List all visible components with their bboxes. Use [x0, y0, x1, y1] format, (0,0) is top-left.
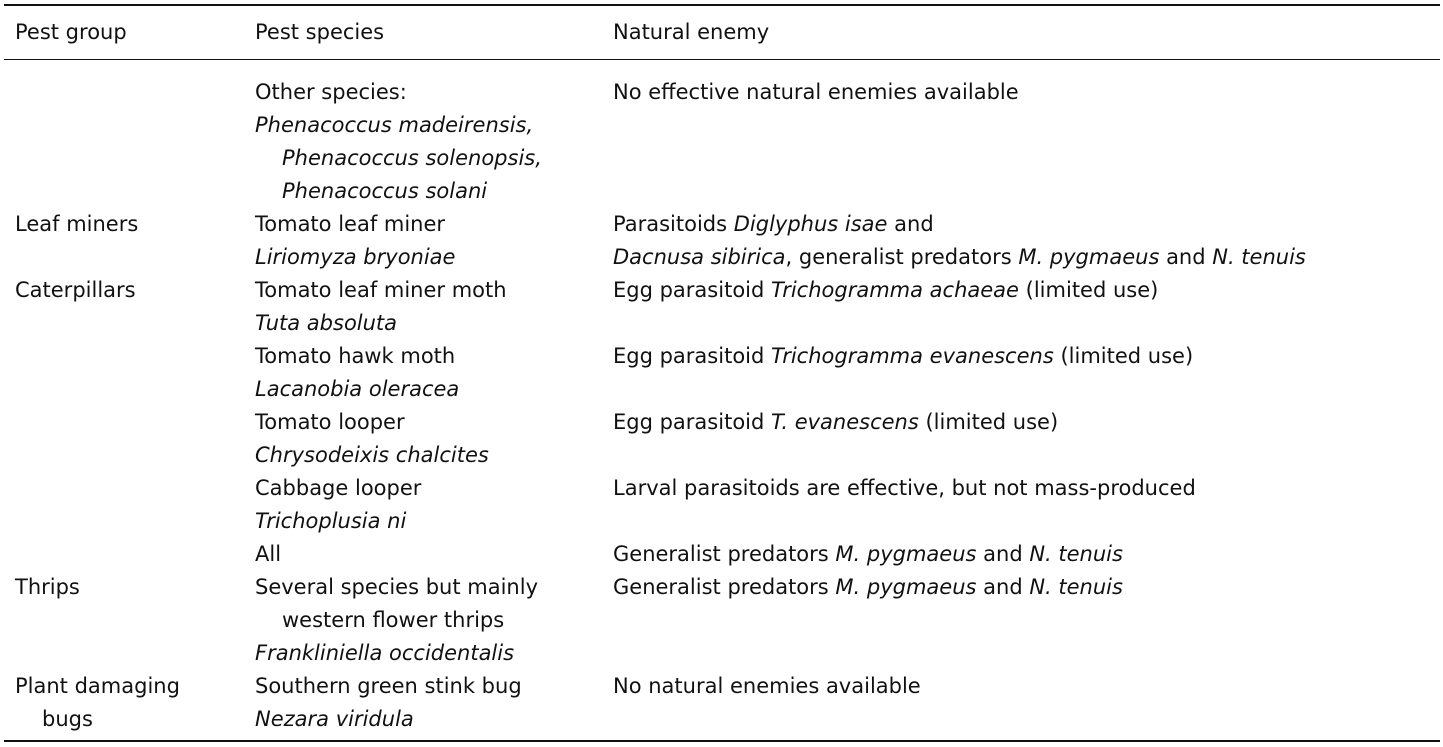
enemy-latin-name: M. pygmaeus [1018, 245, 1160, 269]
enemy-text: Egg parasitoid [613, 344, 772, 368]
header-natural-enemy: Natural enemy [613, 20, 770, 44]
natural-enemy-line: Parasitoids Diglyphus isae and [613, 208, 1306, 241]
species-common-name: Cabbage looper [255, 476, 422, 500]
species-common-name: Other species: [255, 80, 407, 104]
natural-enemy-line: Dacnusa sibirica, generalist predators M… [613, 241, 1306, 274]
natural-enemy-cell: Generalist predators M. pygmaeus and N. … [613, 571, 1123, 604]
natural-enemy-line: Generalist predators M. pygmaeus and N. … [613, 571, 1123, 604]
enemy-text: Egg parasitoid [613, 278, 772, 302]
enemy-text: (limited use) [1053, 344, 1194, 368]
species-common-name: Tomato leaf miner moth [255, 278, 507, 302]
species-common-name: All [255, 542, 282, 566]
natural-enemy-cell: Egg parasitoid Trichogramma evanescens (… [613, 340, 1193, 373]
pest-group-line: Leaf miners [15, 212, 139, 236]
natural-enemy-line: No effective natural enemies available [613, 76, 1019, 109]
species-common-name: Southern green stink bug [255, 674, 522, 698]
natural-enemy-cell: Larval parasitoids are effective, but no… [613, 472, 1196, 505]
enemy-text: Generalist predators [613, 542, 836, 566]
species-common-name: Tomato looper [255, 410, 405, 434]
species-latin-name: Tuta absoluta [255, 311, 398, 335]
enemy-latin-name: N. tenuis [1029, 542, 1123, 566]
enemy-latin-name: M. pygmaeus [835, 542, 977, 566]
natural-enemy-cell: Parasitoids Diglyphus isae and Dacnusa si… [613, 208, 1306, 274]
enemy-text: and [887, 212, 934, 236]
species-latin-name: Frankliniella occidentalis [255, 641, 515, 665]
enemy-text: (limited use) [918, 410, 1059, 434]
pest-group-line: Thrips [15, 575, 80, 599]
enemy-latin-name: Trichogramma achaeae [771, 278, 1019, 302]
species-latin-name: Nezara viridula [255, 707, 414, 731]
header-pest-species: Pest species [255, 20, 385, 44]
pest-species-cell: Southern green stink bug Nezara viridula [255, 670, 522, 736]
natural-enemy-line: No natural enemies available [613, 670, 921, 703]
enemy-latin-name: Trichogramma evanescens [771, 344, 1054, 368]
species-common-name: Tomato leaf miner [255, 212, 446, 236]
natural-enemy-line: Egg parasitoid Trichogramma achaeae (lim… [613, 274, 1158, 307]
natural-enemy-line: Generalist predators M. pygmaeus and N. … [613, 538, 1123, 571]
enemy-text: and [976, 542, 1030, 566]
pest-species-cell: Tomato leaf miner Liriomyza bryoniae [255, 208, 455, 274]
header-rule [4, 59, 1440, 60]
species-latin-name: Liriomyza bryoniae [255, 245, 456, 269]
pest-group-cell: Leaf miners [15, 208, 138, 241]
natural-enemy-cell: Egg parasitoid Trichogramma achaeae (lim… [613, 274, 1158, 307]
species-common-name: Tomato hawk moth [255, 344, 456, 368]
natural-enemy-cell: No effective natural enemies available [613, 76, 1019, 109]
enemy-text: No effective natural enemies available [613, 80, 1019, 104]
pest-species-cell: Cabbage looper Trichoplusia ni [255, 472, 421, 538]
enemy-text: Generalist predators [613, 575, 836, 599]
pest-species-cell: Other species: Phenacoccus madeirensis, Ph… [255, 76, 542, 208]
pest-group-cell: Caterpillars [15, 274, 136, 307]
natural-enemy-line: Larval parasitoids are effective, but no… [613, 472, 1196, 505]
species-common-name: Several species but mainly [255, 575, 538, 599]
pest-group-cell: Plant damaging bugs [15, 670, 180, 736]
natural-enemy-cell: Egg parasitoid T. evanescens (limited us… [613, 406, 1058, 439]
enemy-latin-name: N. tenuis [1029, 575, 1123, 599]
species-latin-name: Phenacoccus solani [282, 179, 488, 203]
pest-species-cell: Tomato looper Chrysodeixis chalcites [255, 406, 489, 472]
pest-group-line: Caterpillars [15, 278, 136, 302]
pest-species-cell: Several species but mainly western flower… [255, 571, 538, 670]
enemy-text: , generalist predators [785, 245, 1019, 269]
enemy-text: and [976, 575, 1030, 599]
species-latin-name: Phenacoccus solenopsis, [282, 146, 542, 170]
species-latin-name: Lacanobia oleracea [255, 377, 460, 401]
header-pest-group: Pest group [15, 20, 127, 44]
enemy-latin-name: Dacnusa sibirica [613, 245, 786, 269]
pest-group-line: bugs [42, 707, 93, 731]
species-latin-name: Phenacoccus madeirensis, [255, 113, 534, 137]
pest-species-cell: All [255, 538, 281, 571]
species-latin-name: Chrysodeixis chalcites [255, 443, 489, 467]
enemy-text: Larval parasitoids are effective, but no… [613, 476, 1196, 500]
enemy-latin-name: M. pygmaeus [835, 575, 977, 599]
enemy-text: No natural enemies available [613, 674, 921, 698]
enemy-latin-name: N. tenuis [1212, 245, 1306, 269]
pest-group-line: Plant damaging [15, 674, 180, 698]
enemy-latin-name: Diglyphus isae [733, 212, 888, 236]
pest-group-cell: Thrips [15, 571, 80, 604]
natural-enemy-line: Egg parasitoid T. evanescens (limited us… [613, 406, 1058, 439]
bottom-rule [4, 740, 1440, 742]
enemy-text: and [1159, 245, 1213, 269]
pest-species-cell: Tomato leaf miner moth Tuta absoluta [255, 274, 507, 340]
enemy-text: Parasitoids [613, 212, 734, 236]
natural-enemy-cell: Generalist predators M. pygmaeus and N. … [613, 538, 1123, 571]
species-common-name: western flower thrips [282, 608, 505, 632]
top-rule [4, 4, 1440, 6]
enemy-text: (limited use) [1018, 278, 1159, 302]
species-latin-name: Trichoplusia ni [255, 509, 407, 533]
pest-species-cell: Tomato hawk moth Lacanobia oleracea [255, 340, 459, 406]
pest-table: Pest group Pest species Natural enemy Ot… [4, 4, 1440, 745]
enemy-latin-name: T. evanescens [771, 410, 919, 434]
enemy-text: Egg parasitoid [613, 410, 772, 434]
natural-enemy-line: Egg parasitoid Trichogramma evanescens (… [613, 340, 1193, 373]
natural-enemy-cell: No natural enemies available [613, 670, 921, 703]
